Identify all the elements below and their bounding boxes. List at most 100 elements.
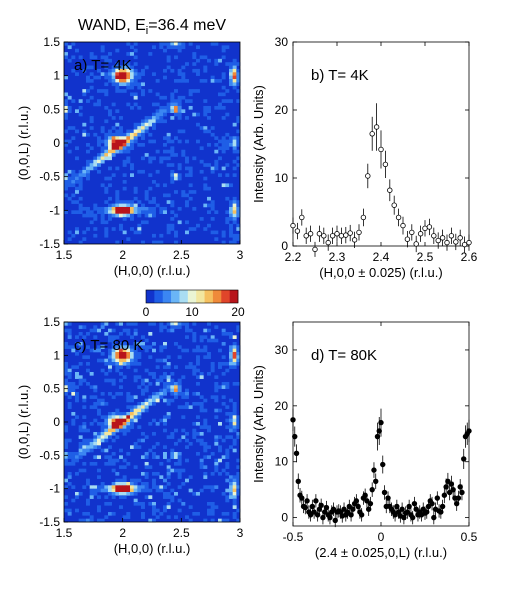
colorbar-swatch (154, 290, 164, 303)
heatmap-cell (71, 176, 76, 181)
colorbar-swatch (187, 290, 197, 303)
data-point (299, 214, 305, 221)
heatmap-cell (86, 448, 90, 453)
heatmap-cell (166, 136, 171, 140)
heatmap-cell (67, 169, 72, 174)
heatmap-cell (159, 112, 164, 117)
heatmap-cell (225, 488, 230, 493)
heatmap-cell (229, 422, 233, 426)
x-tick-label: 2.2 (285, 250, 302, 264)
heatmap-cell (111, 482, 116, 486)
y-axis-label: (0,0,L) (r.l.u.) (16, 106, 31, 180)
heatmap-cell (75, 48, 79, 53)
panel-label: c) T= 80 K (74, 337, 143, 354)
heatmap-cell (185, 166, 189, 171)
heatmap-cell (236, 422, 241, 426)
heatmap-cell (192, 365, 197, 369)
heatmap-cell (122, 328, 127, 333)
heatmap-cell (163, 342, 167, 346)
heatmap-cell (188, 328, 193, 333)
heatmap-cell (170, 217, 175, 221)
heatmap-cell (141, 89, 145, 93)
heatmap-cell (185, 445, 189, 449)
heatmap-cell (196, 348, 200, 353)
heatmap-cell (155, 422, 160, 426)
heatmap-cell (163, 372, 167, 376)
heatmap-cell (159, 395, 164, 399)
heatmap-cell (78, 112, 83, 117)
heatmap-cell (177, 72, 182, 76)
heatmap-cell (144, 482, 149, 486)
heatmap-cell (181, 193, 186, 198)
heatmap-cell (214, 62, 219, 66)
heatmap-cell (221, 55, 226, 60)
heatmap-cell (130, 358, 134, 363)
heatmap-cell (122, 432, 127, 436)
heatmap-cell (133, 82, 138, 87)
heatmap-cell (104, 139, 109, 144)
heatmap-cell (232, 418, 237, 423)
heatmap-cell (130, 68, 134, 73)
heatmap-cell (115, 358, 120, 363)
heatmap-cell (166, 55, 171, 60)
heatmap-cell (236, 227, 241, 231)
heatmap-cell (229, 68, 233, 73)
heatmap-cell (75, 109, 79, 113)
heatmap-cell (163, 445, 167, 449)
heatmap-cell (122, 342, 127, 346)
heatmap-cell (229, 210, 233, 214)
heatmap-cell (185, 159, 189, 164)
data-point (314, 512, 321, 518)
heatmap-cell (126, 492, 131, 496)
heatmap-cell (126, 452, 131, 456)
data-point (294, 228, 301, 234)
heatmap-cell (225, 332, 230, 336)
heatmap-cell (89, 116, 94, 120)
heatmap-cell (148, 502, 153, 506)
heatmap-cell (108, 58, 112, 63)
heatmap-cell (71, 99, 76, 103)
heatmap-cell (126, 143, 131, 147)
x-tick-label: 2.6 (461, 250, 478, 264)
heatmap-cell (177, 508, 182, 513)
heatmap-cell (141, 203, 145, 208)
heatmap-cell (144, 345, 149, 349)
data-point (457, 235, 463, 241)
colorbar-tick-label: 20 (231, 305, 245, 319)
heatmap-cell (126, 362, 131, 366)
heatmap-cell (122, 62, 127, 66)
heatmap-cell (122, 348, 127, 353)
heatmap-cell (225, 183, 230, 188)
heatmap-cell (177, 112, 182, 117)
heatmap-cell (166, 223, 171, 228)
heatmap-cell (199, 338, 204, 343)
heatmap-cell (108, 132, 112, 137)
heatmap-cell (177, 139, 182, 144)
heatmap-cell (104, 515, 109, 519)
heatmap-cell (104, 58, 109, 63)
heatmap-cell (177, 322, 182, 326)
heatmap-cell (148, 139, 153, 144)
heatmap-cell (75, 210, 79, 214)
heatmap-cell (144, 338, 149, 343)
heatmap-cell (141, 92, 145, 97)
heatmap-cell (163, 156, 167, 161)
heatmap-cell (192, 338, 197, 343)
heatmap-cell (218, 146, 222, 151)
heatmap-cell (170, 99, 175, 103)
heatmap-cell (137, 438, 142, 443)
heatmap-cell (86, 512, 90, 516)
heatmap-cell (119, 345, 123, 349)
y-tick-label: 20 (275, 103, 289, 117)
heatmap-cell (232, 213, 237, 218)
heatmap-cell (111, 358, 116, 363)
heatmap-cell (126, 237, 131, 241)
heatmap-cell (108, 338, 112, 343)
data-point (453, 500, 460, 507)
heatmap-cell (181, 502, 186, 506)
heatmap-cell (236, 82, 241, 87)
heatmap-cell (192, 512, 197, 516)
heatmap-cell (137, 415, 142, 419)
x-tick-label: -0.5 (283, 530, 304, 544)
heatmap-cell (232, 335, 237, 339)
